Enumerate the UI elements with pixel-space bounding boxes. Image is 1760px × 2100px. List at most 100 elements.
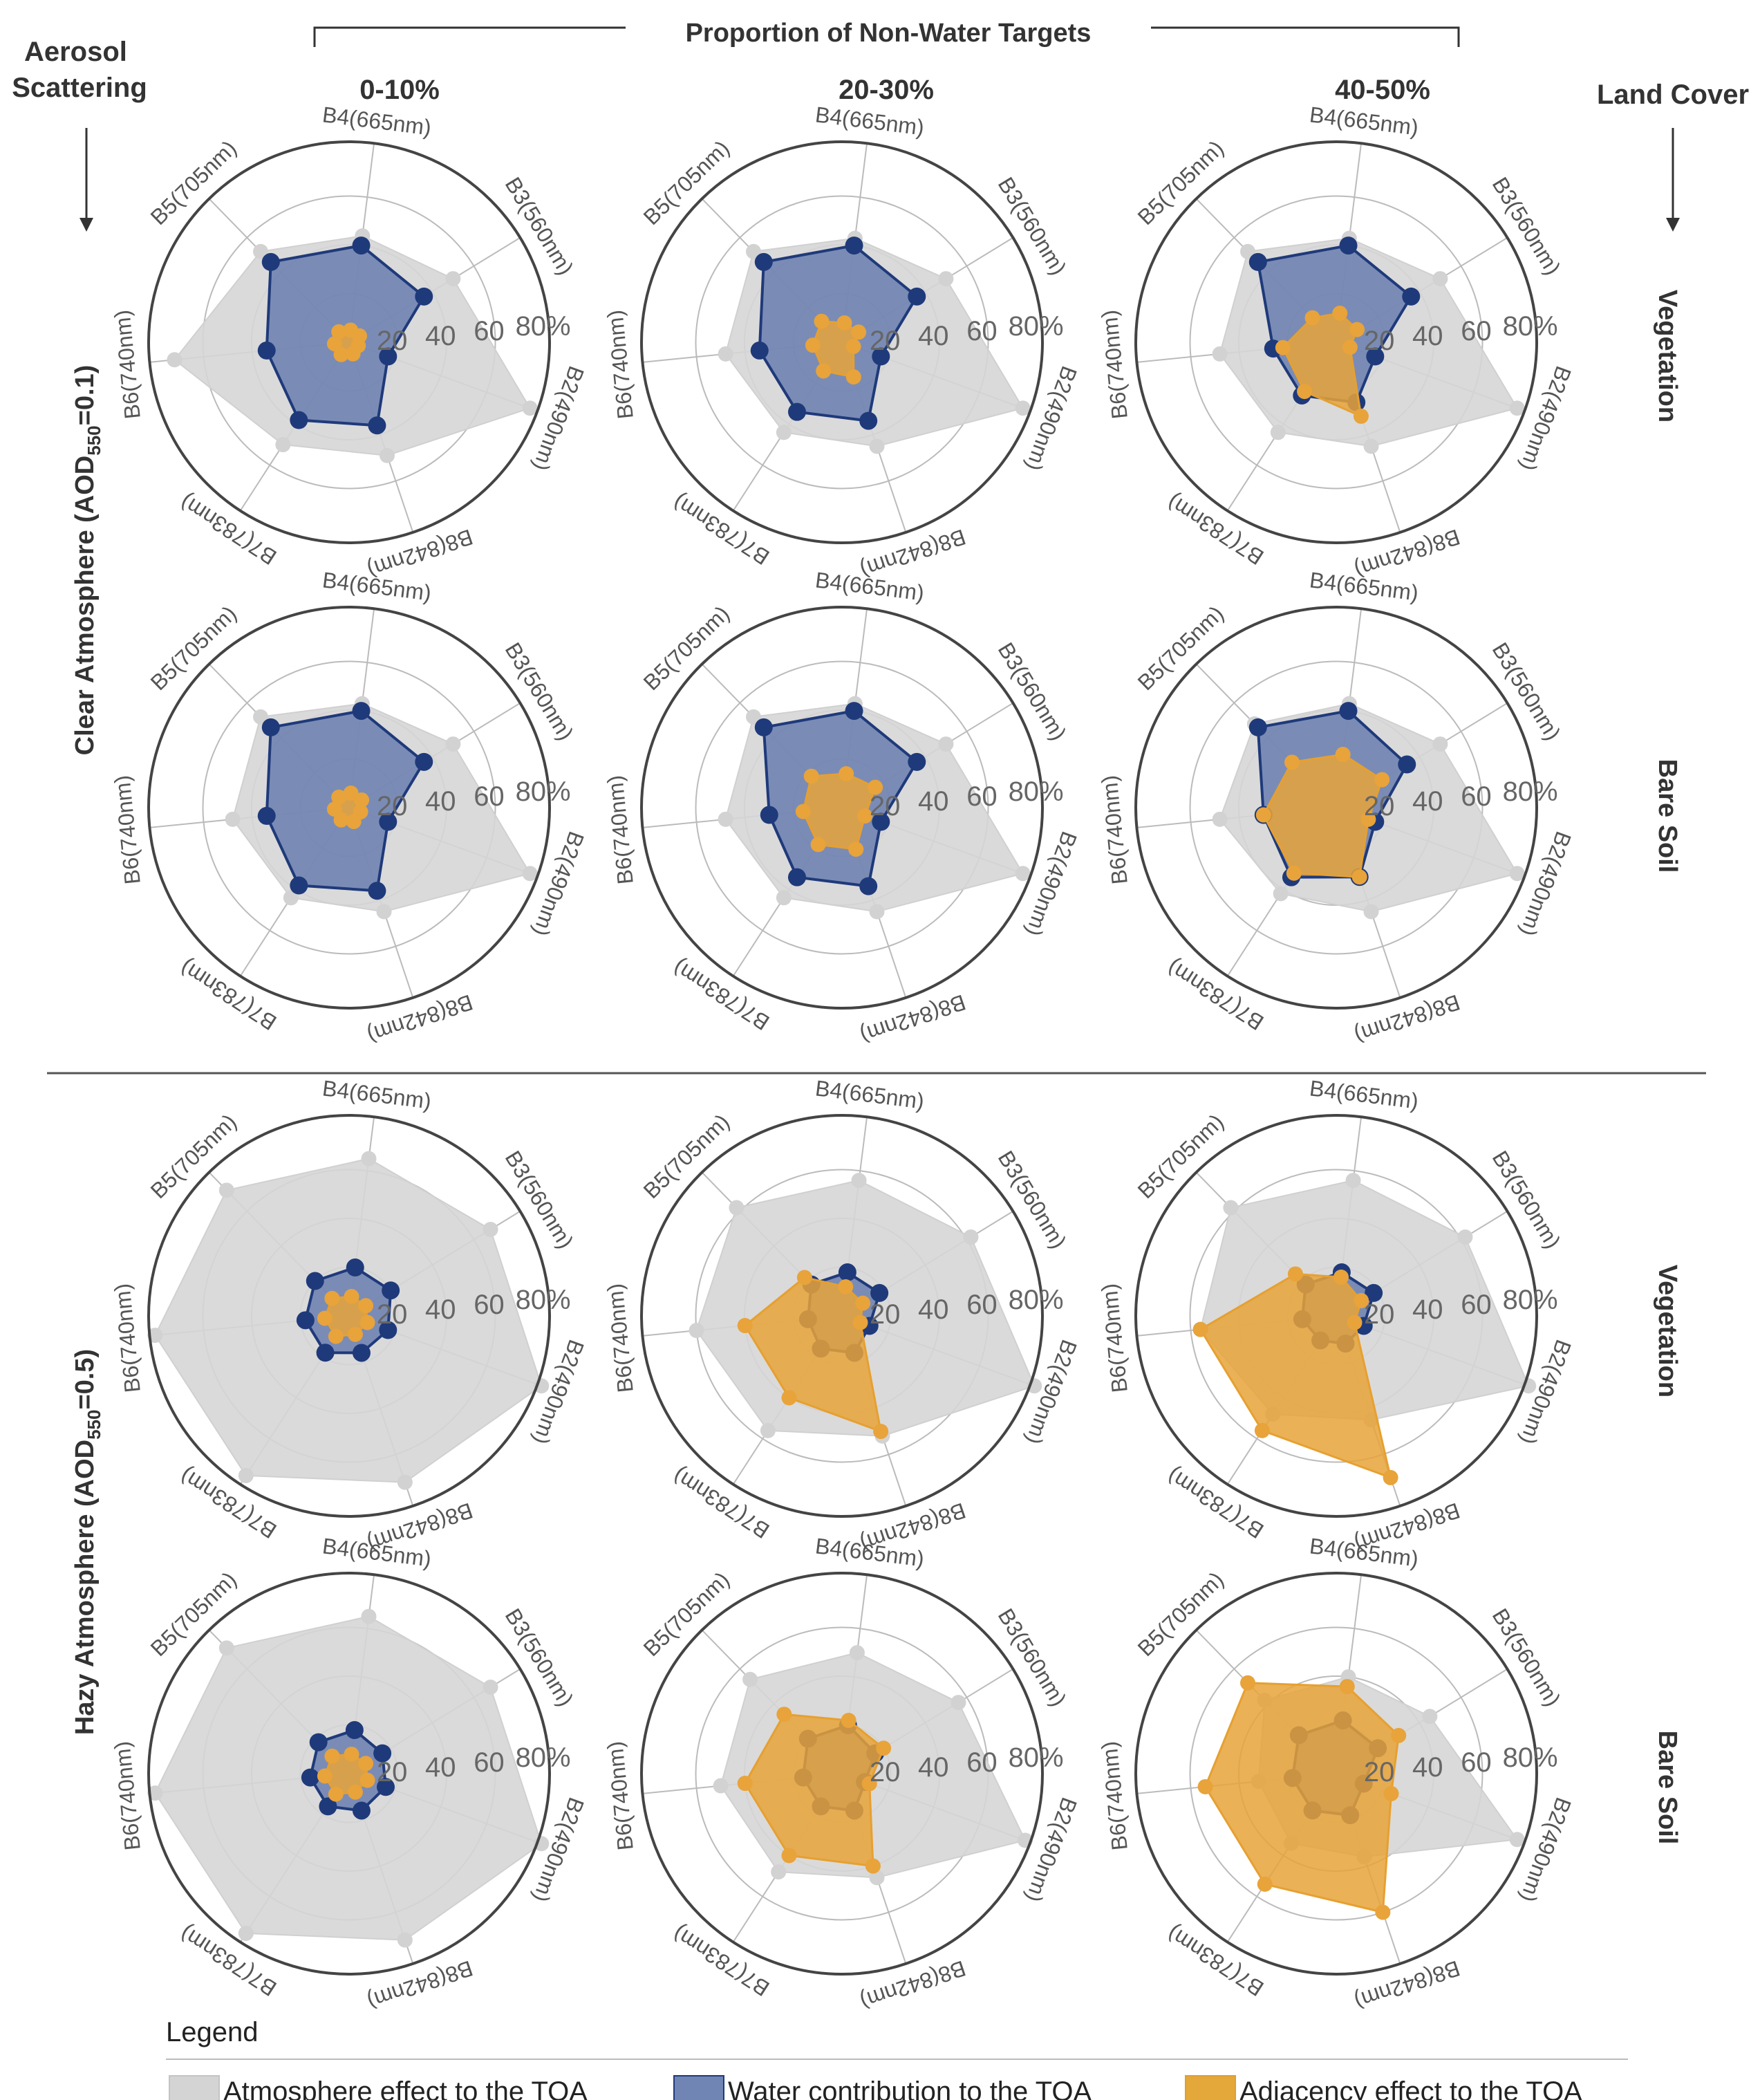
r-tick-label: 20 [870, 326, 901, 356]
atmosphere-point [713, 1778, 729, 1794]
atmosphere-point [361, 1608, 377, 1624]
r-tick-label: 20 [870, 1299, 901, 1330]
r-tick-label: 60 [1461, 781, 1492, 812]
adjacency-series [795, 766, 883, 857]
water-point [352, 1344, 371, 1362]
adjacency-series [805, 313, 867, 385]
adjacency-point [344, 1747, 359, 1763]
band-label: B2(490nm) [1021, 828, 1082, 940]
legend-label: Adjacency effect to the TOA [1239, 2076, 1582, 2100]
adjacency-point [346, 814, 362, 830]
adjacency-point [1349, 322, 1365, 337]
atmosphere-point [1422, 1709, 1438, 1725]
row-title-1: Bare Soil [1653, 759, 1682, 873]
band-label: B8(842nm) [1351, 1955, 1463, 2014]
atmosphere-point [718, 346, 733, 362]
r-tick-label: 40 [918, 321, 949, 351]
column-title-0: 0-10% [359, 75, 440, 105]
r-tick-label: 80% [1009, 311, 1064, 342]
r-tick-label: 40 [425, 321, 456, 351]
row-title-0: Vegetation [1653, 290, 1682, 422]
adjacency-series [737, 1270, 889, 1440]
radar-panel-4: 20 40 60 80%B2(490nm)B3(560nm)B4(665nm)B5(7… [602, 567, 1082, 1048]
adjacency-series [1255, 747, 1390, 885]
water-point [257, 806, 276, 825]
r-tick-label: 20 [377, 1757, 408, 1787]
atmosphere-point [238, 1925, 254, 1941]
grid-ring [1189, 660, 1483, 955]
adjacency-series [1192, 1266, 1398, 1485]
legend-title: Legend [166, 2017, 258, 2047]
r-tick-label: 20 [1364, 1299, 1395, 1330]
adjacency-series [326, 786, 370, 830]
adjacency-point [781, 1848, 797, 1864]
water-point [415, 752, 433, 771]
adjacency-point [347, 1784, 363, 1800]
water-point [379, 1321, 397, 1339]
atmosphere-point [380, 447, 395, 463]
band-label: B6(740nm) [1096, 309, 1132, 420]
atmosphere-point [445, 736, 461, 752]
water-point [872, 347, 890, 366]
adjacency-series [326, 322, 368, 362]
r-tick-label: 80% [1009, 1285, 1064, 1315]
adjacency-point [1197, 1778, 1213, 1794]
adjacency-point [1240, 1675, 1256, 1691]
adjacency-point [810, 837, 826, 853]
radar-panel-9: 20 40 60 80%B2(490nm)B3(560nm)B4(665nm)B5(7… [109, 1533, 589, 2014]
legend-label: Atmosphere effect to the TOA [223, 2076, 588, 2100]
grid-ring [1189, 195, 1483, 490]
adjacency-point [814, 313, 830, 329]
outer-ring [1134, 140, 1538, 544]
outer-ring [640, 140, 1044, 544]
band-label: B8(842nm) [857, 989, 969, 1048]
adjacency-point [737, 1318, 753, 1334]
row-axis-title-line: Aerosol Scattering [12, 37, 147, 103]
adjacency-series [737, 1707, 892, 1874]
water-point [319, 1797, 337, 1816]
r-tick-label: 80% [516, 1743, 571, 1773]
atmosphere-point [849, 1645, 865, 1661]
r-tick-label: 20 [1364, 326, 1395, 356]
water-point [296, 1311, 315, 1330]
atmosphere-point [1270, 425, 1286, 440]
atmosphere-point [746, 709, 762, 725]
atmosphere-point [1509, 400, 1525, 416]
water-point [870, 1283, 889, 1302]
adjacency-point [344, 1289, 359, 1305]
adjacency-series [1197, 1675, 1407, 1920]
adjacency-point [776, 1707, 792, 1722]
radar-panel-1: 20 40 60 80%B2(490nm)B3(560nm)B4(665nm)B5(7… [602, 102, 1082, 583]
r-tick-label: 80% [1503, 1285, 1558, 1315]
r-tick-label: 60 [474, 1747, 505, 1778]
adjacency-point [1375, 1904, 1391, 1920]
water-point [290, 876, 308, 895]
radar-panel-5: 20 40 60 80%B2(490nm)B3(560nm)B4(665nm)B5(7… [1096, 567, 1576, 1048]
band-label: B4(665nm) [321, 1075, 433, 1113]
adjacency-point [343, 322, 359, 338]
band-label: B2(490nm) [528, 363, 589, 474]
adjacency-point [347, 1326, 363, 1342]
atmosphere-point [167, 352, 182, 368]
atmosphere-point [522, 866, 538, 882]
bracket-left [313, 26, 626, 47]
band-label: B6(740nm) [1096, 1283, 1132, 1394]
adjacency-point [873, 1424, 889, 1440]
radar-panel-10: 20 40 60 80%B2(490nm)B3(560nm)B4(665nm)B5(7… [602, 1533, 1082, 2014]
atmosphere-point [397, 1474, 413, 1490]
legend-swatch [169, 2075, 220, 2100]
water-point [368, 882, 386, 900]
atmosphere-point [869, 904, 885, 920]
atmosphere-point [718, 811, 733, 827]
adjacency-series [1275, 306, 1369, 424]
water-point [257, 341, 276, 360]
r-tick-label: 20 [377, 791, 408, 821]
water-point [787, 402, 806, 421]
atmosphere-point [397, 1932, 413, 1948]
band-label: B4(665nm) [1308, 102, 1420, 140]
radar-panel-6: 20 40 60 80%B2(490nm)B3(560nm)B4(665nm)B5(7… [109, 1075, 589, 1557]
r-tick-label: 60 [966, 781, 998, 812]
outer-ring [1134, 1114, 1538, 1518]
atmosphere-point [851, 1173, 867, 1189]
